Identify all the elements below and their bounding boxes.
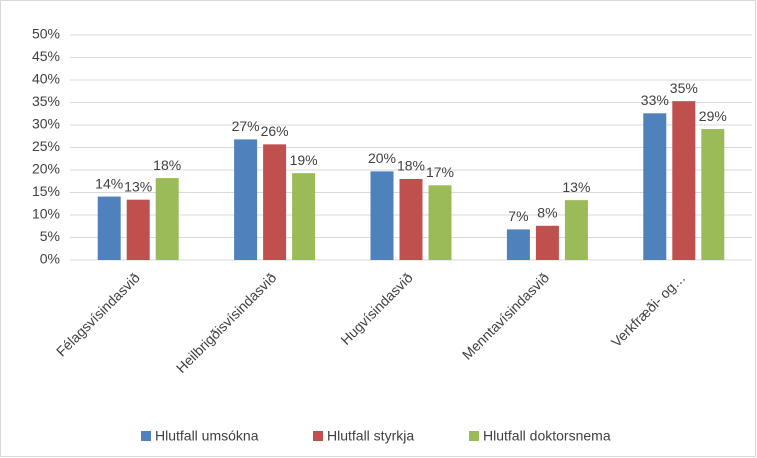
bar — [672, 101, 696, 261]
legend-swatch — [141, 431, 151, 441]
data-label: 18% — [397, 158, 425, 174]
bar — [643, 113, 667, 260]
data-label: 35% — [670, 80, 698, 96]
bar — [126, 199, 150, 260]
bar — [535, 225, 559, 260]
data-label: 20% — [368, 150, 396, 166]
bar — [564, 200, 588, 260]
data-label: 19% — [290, 152, 318, 168]
bar — [97, 196, 121, 260]
y-tick-label: 40% — [32, 71, 60, 87]
y-tick-label: 0% — [40, 251, 60, 267]
y-tick-label: 45% — [32, 48, 60, 64]
y-tick-label: 30% — [32, 116, 60, 132]
data-label: 13% — [562, 179, 590, 195]
data-label: 14% — [95, 175, 123, 191]
legend-label: Hlutfall umsókna — [155, 428, 259, 444]
bar — [506, 229, 530, 260]
data-label: 29% — [699, 108, 727, 124]
bar — [234, 139, 258, 260]
legend-label: Hlutfall doktorsnema — [483, 428, 611, 444]
bar — [701, 129, 725, 260]
data-label: 33% — [641, 92, 669, 108]
y-tick-label: 50% — [32, 26, 60, 42]
bar — [155, 178, 179, 260]
y-tick-label: 35% — [32, 93, 60, 109]
y-tick-label: 15% — [32, 183, 60, 199]
data-label: 26% — [261, 123, 289, 139]
data-label: 18% — [153, 157, 181, 173]
y-tick-label: 10% — [32, 206, 60, 222]
y-tick-label: 25% — [32, 138, 60, 154]
data-label: 7% — [508, 208, 528, 224]
bar — [428, 185, 452, 260]
bar — [292, 173, 316, 260]
y-tick-label: 20% — [32, 161, 60, 177]
y-tick-label: 5% — [40, 228, 60, 244]
data-label: 27% — [232, 118, 260, 134]
legend-swatch — [313, 431, 323, 441]
data-label: 17% — [426, 164, 454, 180]
bar — [263, 144, 287, 260]
data-label: 8% — [537, 205, 557, 221]
bar — [399, 179, 423, 260]
legend-swatch — [469, 431, 479, 441]
data-label: 13% — [124, 178, 152, 194]
bar — [370, 171, 394, 260]
legend-label: Hlutfall styrkja — [327, 428, 414, 444]
